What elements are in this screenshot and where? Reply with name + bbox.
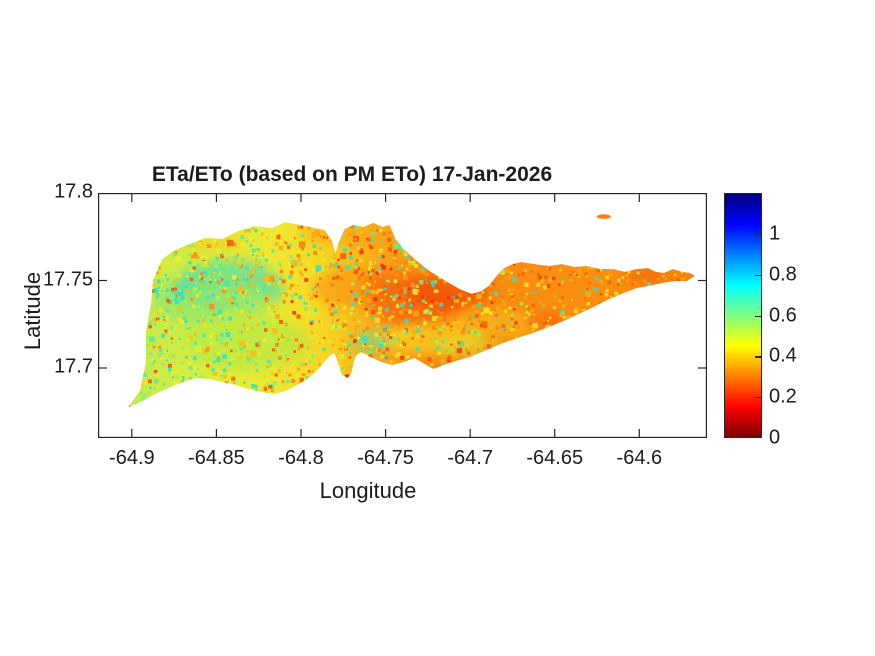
x-tick-label: -64.9 (109, 447, 155, 469)
colorbar-tick-label: 1 (769, 222, 781, 245)
x-tick-label: -64.85 (188, 447, 245, 469)
map-plot-area (98, 193, 707, 438)
colorbar-tick-mark (754, 435, 761, 437)
islet (596, 214, 611, 219)
y-tick-label: 17.75 (42, 268, 93, 291)
y-tick-label: 17.7 (54, 355, 93, 378)
colorbar-tick-label: 0.4 (769, 344, 797, 367)
colorbar-tick-mark (754, 397, 761, 399)
colorbar-tick-mark (754, 274, 761, 276)
colorbar-tick-label: 0 (769, 426, 781, 449)
colorbar-tick-mark (754, 315, 761, 317)
colorbar-tick-mark (754, 356, 761, 358)
chart-title: ETa/ETo (based on PM ETo) 17-Jan-2026 (151, 163, 553, 186)
x-axis-label: Longitude (319, 478, 417, 503)
x-tick-label: -64.6 (616, 447, 663, 469)
colorbar-tick-label: 0.8 (769, 263, 797, 286)
x-tick-label: -64.75 (357, 447, 414, 469)
colorbar-tick-mark (754, 233, 761, 236)
island-surface (128, 222, 695, 407)
axes-box (98, 193, 707, 438)
x-tick-label: -64.8 (278, 447, 324, 469)
colorbar-tick-label: 0.6 (769, 304, 797, 326)
x-tick-label: -64.65 (526, 447, 584, 469)
x-tick-label: -64.7 (447, 447, 493, 469)
y-tick-label: 17.8 (54, 180, 93, 203)
colorbar-tick-label: 0.2 (769, 385, 797, 408)
island-heatmap-svg (98, 193, 707, 438)
